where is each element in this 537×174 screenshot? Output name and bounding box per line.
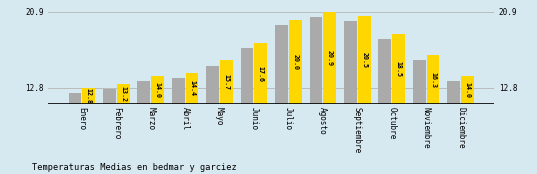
Bar bbox=[255, 43, 267, 174]
Bar bbox=[461, 76, 474, 174]
Bar bbox=[69, 93, 81, 174]
Bar bbox=[323, 12, 336, 174]
Bar bbox=[151, 76, 164, 174]
Bar bbox=[275, 25, 288, 174]
Text: 14.0: 14.0 bbox=[155, 82, 161, 98]
Bar bbox=[289, 20, 302, 174]
Text: 13.2: 13.2 bbox=[120, 86, 126, 102]
Text: 16.3: 16.3 bbox=[430, 72, 436, 88]
Text: 15.7: 15.7 bbox=[223, 74, 229, 90]
Text: 20.9: 20.9 bbox=[326, 50, 333, 66]
Text: 12.8: 12.8 bbox=[86, 88, 92, 104]
Text: 20.5: 20.5 bbox=[361, 52, 367, 68]
Bar bbox=[447, 81, 460, 174]
Bar bbox=[186, 73, 198, 174]
Bar bbox=[117, 84, 129, 174]
Bar bbox=[392, 34, 405, 174]
Bar bbox=[82, 88, 95, 174]
Bar bbox=[103, 89, 116, 174]
Bar bbox=[358, 15, 371, 174]
Bar bbox=[379, 39, 391, 174]
Text: 14.4: 14.4 bbox=[189, 81, 195, 97]
Bar bbox=[426, 55, 439, 174]
Bar bbox=[137, 81, 150, 174]
Bar bbox=[206, 66, 219, 174]
Bar bbox=[344, 21, 357, 174]
Bar bbox=[309, 17, 322, 174]
Text: 17.6: 17.6 bbox=[258, 66, 264, 82]
Text: 14.0: 14.0 bbox=[465, 82, 470, 98]
Text: 20.0: 20.0 bbox=[292, 54, 298, 70]
Text: 18.5: 18.5 bbox=[396, 61, 402, 77]
Bar bbox=[413, 60, 426, 174]
Bar bbox=[241, 48, 253, 174]
Bar bbox=[220, 60, 233, 174]
Text: Temperaturas Medias en bedmar y garciez: Temperaturas Medias en bedmar y garciez bbox=[32, 163, 237, 172]
Bar bbox=[172, 78, 185, 174]
